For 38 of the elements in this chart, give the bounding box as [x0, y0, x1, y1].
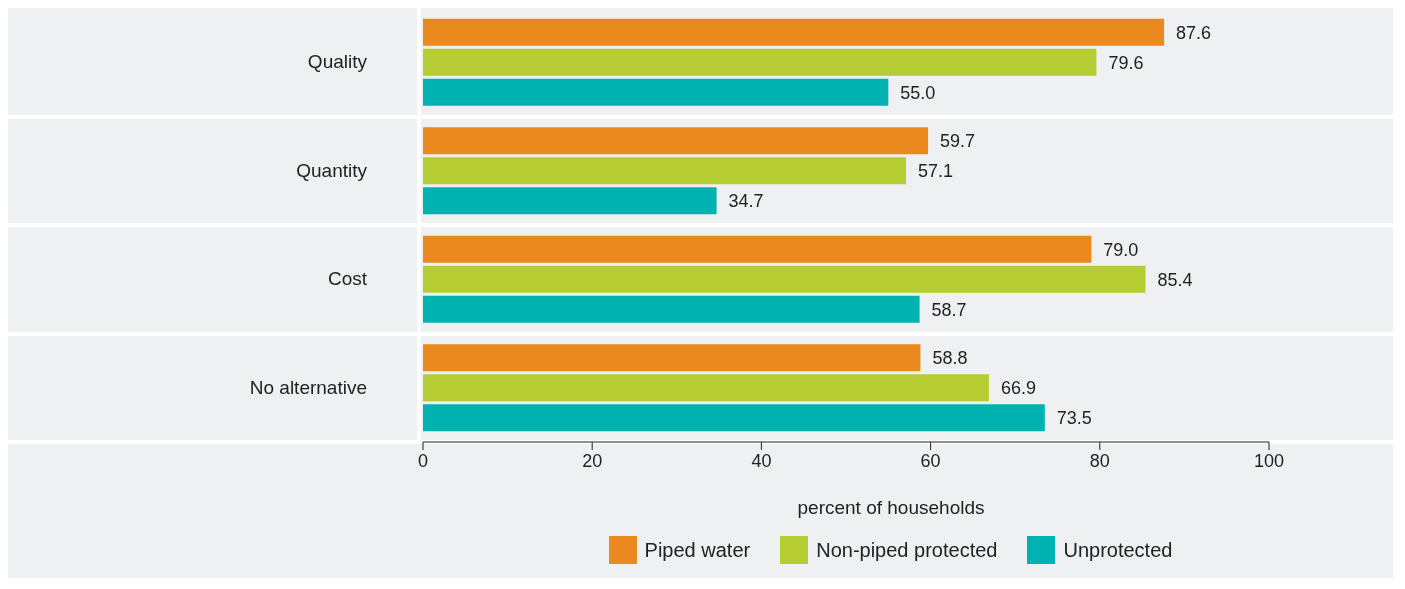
data-label: 73.5 — [1056, 408, 1092, 429]
bar — [423, 374, 989, 402]
data-label: 58.7 — [931, 299, 967, 320]
legend-label: Piped water — [644, 538, 751, 562]
bar — [423, 344, 921, 372]
legend-label: Unprotected — [1063, 538, 1173, 562]
data-label: 79.6 — [1108, 52, 1144, 73]
data-label: 57.1 — [918, 161, 954, 182]
bar — [423, 157, 907, 185]
data-label: 79.0 — [1103, 239, 1139, 260]
x-axis-title: percent of households — [797, 497, 985, 518]
data-label: 87.6 — [1176, 22, 1212, 43]
y-tick-label: Quality — [307, 51, 368, 73]
bar — [423, 295, 920, 323]
y-tick-label: Quantity — [296, 159, 368, 181]
data-label: 34.7 — [728, 191, 764, 212]
bar — [423, 404, 1045, 432]
x-tick-label: 0 — [417, 450, 429, 471]
y-tick-label: Cost — [327, 268, 368, 290]
data-label: 66.9 — [1000, 378, 1037, 399]
data-label: 85.4 — [1157, 269, 1193, 290]
x-tick-label: 40 — [751, 450, 772, 471]
legend-label: Non-piped protected — [816, 538, 998, 562]
bar — [423, 235, 1092, 263]
bar — [423, 18, 1165, 46]
bar — [423, 127, 929, 155]
data-label: 55.0 — [900, 82, 936, 103]
data-label: 59.7 — [940, 131, 976, 152]
bar — [423, 265, 1146, 293]
bar — [423, 48, 1097, 76]
y-tick-label: No alternative — [249, 376, 367, 398]
x-tick-label: 100 — [1253, 450, 1285, 471]
x-tick-label: 20 — [582, 450, 603, 471]
data-label: 58.8 — [932, 348, 968, 369]
bar — [423, 187, 717, 215]
x-tick-label: 80 — [1089, 450, 1110, 471]
bar — [423, 78, 889, 106]
x-tick-label: 60 — [920, 450, 941, 471]
